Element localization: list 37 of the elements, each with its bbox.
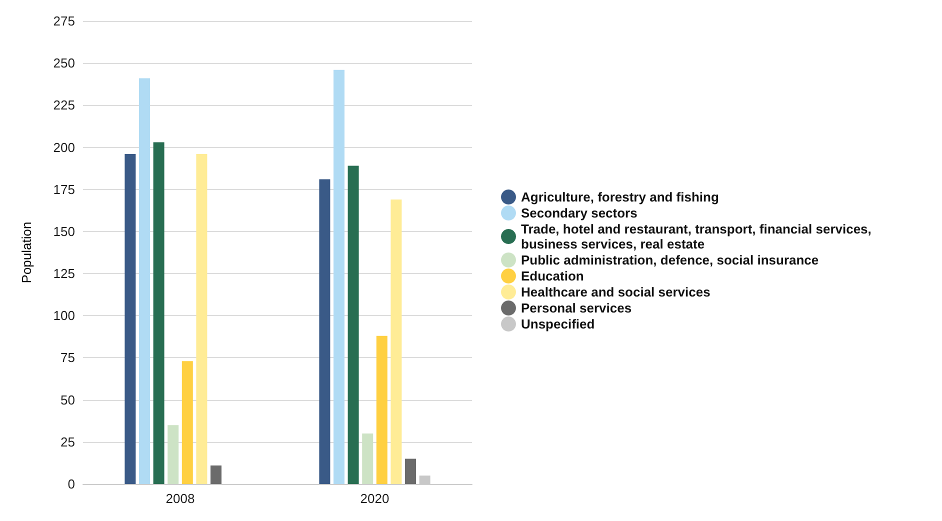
bar <box>334 70 344 484</box>
y-tick-label: 225 <box>53 98 75 113</box>
bar <box>139 78 150 484</box>
bar <box>196 154 208 484</box>
x-tick-label: 2008 <box>166 491 195 506</box>
y-tick-label: 275 <box>53 14 75 28</box>
y-tick-label: 150 <box>53 224 75 239</box>
legend-label: Agriculture, forestry and fishing <box>521 190 719 204</box>
bar <box>182 361 193 484</box>
legend-label: Public administration, defence, social insurance <box>521 252 819 268</box>
y-tick-label: 250 <box>53 56 75 71</box>
y-tick-label: 100 <box>53 308 75 324</box>
bar <box>362 433 374 484</box>
legend-label: Unspecified <box>521 316 595 332</box>
bar <box>153 142 164 484</box>
bar <box>348 166 359 484</box>
bar <box>405 458 416 484</box>
y-tick-label: 0 <box>68 476 75 492</box>
bar <box>210 465 222 484</box>
x-tick-label: 2020 <box>360 491 390 506</box>
legend-label: Trade, hotel and restaurant, transport, financial services, business services, real estate <box>521 222 876 252</box>
bar <box>376 336 388 484</box>
y-tick-label: 25 <box>60 434 75 450</box>
y-tick-label: 75 <box>60 350 75 366</box>
y-axis-title: Population <box>19 222 34 284</box>
bar <box>168 425 179 484</box>
legend-label: Secondary sectors <box>521 206 638 220</box>
y-tick-label: 200 <box>53 140 75 155</box>
y-tick-label: 175 <box>53 182 75 197</box>
y-tick-label: 125 <box>53 266 75 282</box>
legend-label: Education <box>521 268 584 284</box>
y-tick-label: 50 <box>60 392 75 408</box>
bar <box>319 179 330 484</box>
legend-label: Personal services <box>521 300 632 316</box>
bar <box>124 154 136 484</box>
legend-label: Healthcare and social services <box>521 284 710 300</box>
bar <box>390 199 402 484</box>
